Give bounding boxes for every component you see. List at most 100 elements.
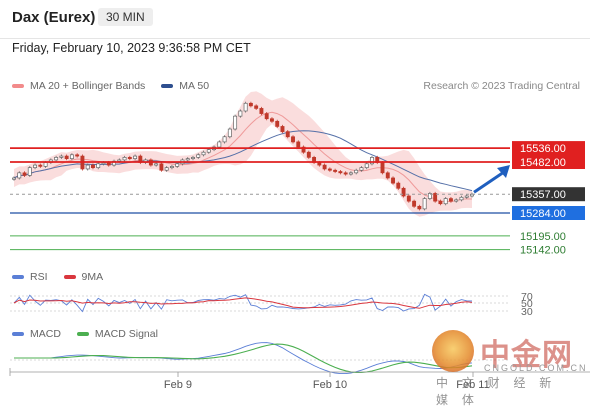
legend-ma50: MA 50	[161, 80, 209, 92]
rsi-level-label-50: 50	[521, 298, 533, 310]
candle-body	[154, 163, 159, 166]
candle-body	[191, 157, 195, 160]
bollinger-band	[14, 91, 472, 217]
candle-body	[280, 126, 285, 132]
candle-body	[43, 162, 48, 167]
candle-body	[27, 167, 32, 176]
main-legend: MA 20 + Bollinger Bands MA 50	[12, 80, 225, 92]
candle-body	[396, 182, 401, 189]
price-label-box	[512, 155, 585, 169]
candle-body	[164, 167, 169, 171]
candle-body	[359, 167, 364, 171]
candle-body	[169, 166, 174, 169]
legend-label-rsi: RSI	[30, 271, 48, 283]
candle-body	[33, 164, 38, 169]
candle-body	[122, 157, 127, 161]
timestamp: Friday, February 10, 2023 9:36:58 PM CET	[12, 41, 251, 55]
legend-9ma: 9MA	[63, 271, 103, 283]
watermark: 中金网 CNGOLD.COM.CN 中 文 财 经 新 媒 体	[432, 330, 586, 407]
candle-body	[427, 193, 432, 199]
macd-signal-line	[14, 343, 473, 373]
watermark-sub: 中 文 财 经 新 媒 体	[436, 376, 557, 407]
ma20-line	[13, 111, 473, 202]
x-tick-label-Feb-11: Feb 11	[456, 379, 489, 391]
legend-swatch-ma50	[161, 84, 174, 88]
candle-body	[106, 162, 111, 166]
candle-body	[38, 164, 43, 167]
candle-body	[259, 108, 264, 114]
candle-body	[54, 157, 59, 161]
watermark-en: CNGOLD.COM.CN	[484, 363, 588, 373]
candle-body	[406, 195, 411, 202]
candle-body	[275, 120, 280, 127]
candle-body	[348, 172, 353, 175]
candle-body	[233, 115, 238, 130]
watermark-cn: 中金网	[480, 338, 573, 373]
legend-swatch-macd-signal	[76, 332, 89, 336]
timeframe-badge[interactable]: 30 MIN	[98, 8, 153, 26]
legend-bollinger: MA 20 + Bollinger Bands	[12, 80, 145, 92]
price-label-15195.00: 15195.00	[520, 231, 566, 243]
candle-body	[285, 131, 290, 138]
candle-body	[438, 200, 443, 205]
legend-label-bollinger: MA 20 + Bollinger Bands	[30, 80, 146, 92]
candle-body	[454, 199, 459, 202]
candle-body	[12, 177, 16, 180]
price-label-box	[512, 141, 585, 156]
candle-body	[243, 102, 248, 112]
candle-body	[327, 168, 332, 171]
candle-body	[196, 154, 201, 158]
candle-body	[64, 155, 69, 160]
candle-body	[22, 172, 27, 176]
legend-swatch-bollinger	[12, 84, 24, 88]
price-label-15482.00: 15482.00	[520, 157, 566, 169]
candle-body	[291, 136, 295, 143]
candle-body	[448, 198, 453, 202]
candle-body	[343, 172, 348, 175]
candle-body	[96, 163, 101, 169]
candle-body	[385, 172, 390, 179]
candle-body	[85, 164, 90, 170]
research-credit: Research © 2023 Trading Central	[423, 80, 580, 92]
candle-body	[117, 159, 122, 162]
candle-body	[296, 141, 301, 148]
candle-body	[422, 198, 427, 210]
legend-macd: MACD	[12, 328, 61, 340]
legend-swatch-9ma	[63, 275, 76, 279]
rsi-level-label-70: 70	[521, 291, 533, 303]
candle-body	[317, 162, 322, 166]
legend-swatch-rsi	[12, 275, 24, 279]
candle-body	[391, 177, 395, 184]
candle-body	[201, 151, 206, 156]
candle-body	[306, 151, 311, 158]
candle-body	[354, 169, 359, 174]
candle-body	[433, 193, 438, 202]
candle-body	[364, 163, 369, 169]
candle-body	[270, 118, 274, 122]
price-label-15536.00: 15536.00	[520, 143, 566, 155]
x-tick-label-Feb-10: Feb 10	[313, 379, 347, 391]
candle-body	[69, 154, 74, 160]
candle-body	[159, 163, 164, 171]
legend-label-ma50: MA 50	[179, 80, 210, 92]
candle-body	[464, 195, 469, 198]
candle-body	[254, 105, 259, 109]
watermark-logo-icon	[432, 330, 474, 372]
ma50-line	[13, 130, 473, 192]
price-label-15142.00: 15142.00	[520, 245, 566, 257]
candle-body	[133, 155, 138, 160]
price-label-box	[512, 206, 585, 220]
x-tick-label-Feb-9: Feb 9	[164, 379, 192, 391]
price-label-15357.00: 15357.00	[520, 189, 566, 201]
legend-label-macd: MACD	[30, 328, 61, 340]
candle-body	[217, 141, 222, 148]
forecast-arrow-shaft	[473, 170, 505, 194]
legend-label-macd-signal: MACD Signal	[94, 328, 158, 340]
candle-body	[185, 158, 190, 161]
forecast-arrow-head	[497, 165, 510, 178]
candle-body	[227, 128, 232, 138]
macd-legend: MACD MACD Signal	[12, 328, 174, 340]
rsi-legend: RSI 9MA	[12, 271, 119, 283]
legend-macd-signal: MACD Signal	[76, 328, 158, 340]
